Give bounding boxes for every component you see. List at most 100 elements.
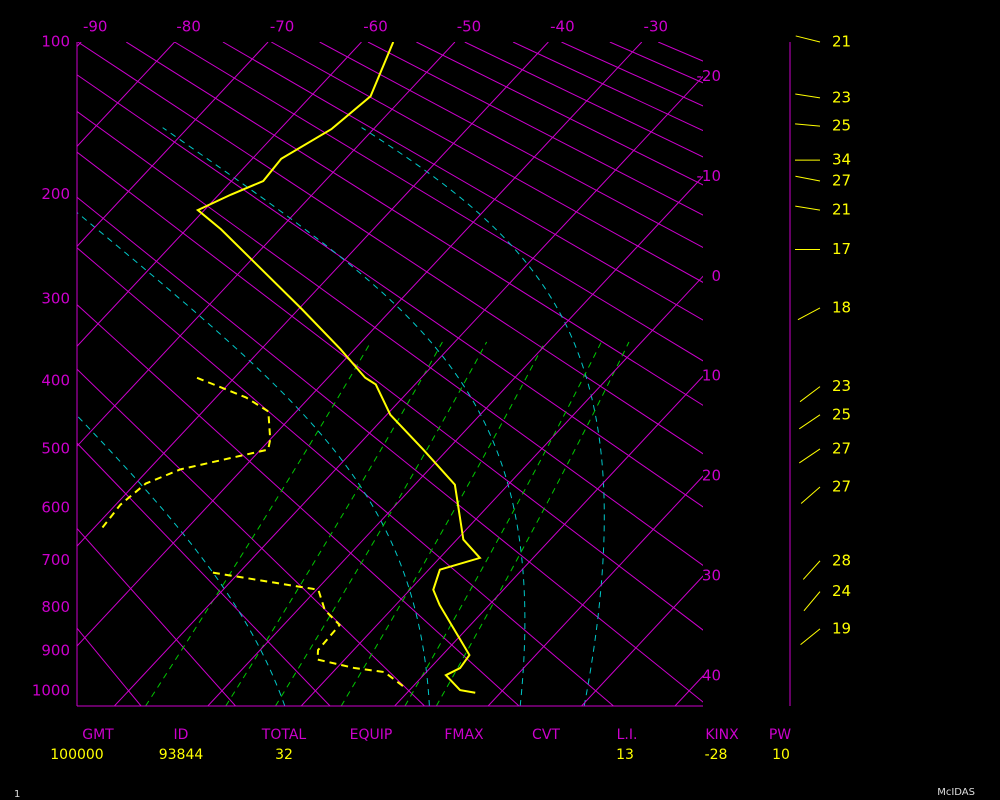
source-label: McIDAS	[937, 787, 975, 798]
index-value: 32	[275, 747, 293, 763]
index-label: TOTAL	[261, 727, 307, 743]
x-tick-label: -50	[457, 18, 482, 36]
mixing-ratio-line	[404, 341, 602, 706]
wind-speed-label: 34	[832, 151, 851, 169]
wind-barb	[800, 628, 821, 645]
wind-barb	[798, 448, 821, 464]
index-label: PW	[769, 727, 791, 743]
wind-speed-label: 21	[832, 33, 851, 51]
x-tick-label-right: 40	[702, 667, 721, 685]
x-tick-label-right: -10	[697, 167, 722, 185]
overlay: -90 -80 -70 -60 -50 -40 -30 -20 -10 0 10 20 30 40 100 2…	[32, 18, 851, 764]
y-tick-label: 100	[41, 33, 70, 51]
wind-barb	[795, 205, 821, 211]
wind-barb	[795, 175, 821, 182]
dry-adiabat	[77, 42, 703, 455]
wind-barb	[795, 93, 821, 99]
dry-adiabat	[416, 42, 703, 186]
dry-adiabat	[222, 42, 703, 321]
dewpoint-line	[100, 376, 406, 689]
index-label: GMT	[82, 727, 114, 743]
index-value: 93844	[159, 747, 204, 763]
wind-speed-label: 23	[832, 88, 851, 106]
wind-barb	[795, 35, 821, 43]
dry-adiabat	[77, 368, 425, 706]
index-label: FMAX	[444, 727, 484, 743]
plot-area	[77, 42, 703, 706]
wind-barb	[798, 414, 821, 430]
isotherm	[581, 575, 703, 706]
x-tick-label: -90	[83, 18, 108, 36]
dry-adiabat	[271, 42, 703, 283]
wind-speed-label: 25	[832, 405, 851, 423]
isotherm	[77, 42, 362, 347]
wind-speed-label: 17	[832, 240, 851, 258]
x-tick-label: -60	[363, 18, 388, 36]
dry-adiabat	[77, 110, 703, 566]
y-tick-label: 500	[41, 439, 70, 457]
y-tick-label: 800	[41, 598, 70, 616]
wind-barb	[797, 307, 821, 321]
x-tick-label: -30	[644, 18, 669, 36]
wind-speed-label: 23	[832, 377, 851, 395]
wind-speed-label: 27	[832, 439, 851, 457]
dry-adiabat	[77, 247, 614, 706]
x-tick-label-right: 30	[702, 567, 721, 585]
wind-barb	[800, 486, 821, 504]
index-value: 10	[772, 747, 790, 763]
dry-adiabat	[77, 442, 331, 706]
wind-speed-label: 24	[832, 582, 851, 600]
wind-barb	[795, 123, 821, 127]
dry-adiabat	[319, 42, 703, 249]
dry-adiabat	[174, 42, 703, 362]
moist-adiabat	[162, 127, 526, 706]
mixing-ratio-line	[145, 341, 372, 706]
x-tick-label: -70	[270, 18, 295, 36]
index-label: EQUIP	[350, 727, 393, 743]
wind-barb	[802, 560, 821, 580]
isotherm	[77, 42, 643, 647]
index-value: 100000	[50, 747, 103, 763]
wind-barb	[799, 386, 821, 403]
dry-adiabat	[77, 151, 703, 631]
isotherm	[487, 475, 703, 706]
isotherm	[207, 175, 703, 706]
y-tick-label: 600	[41, 499, 70, 517]
y-tick-label: 200	[41, 185, 70, 203]
moist-adiabat	[77, 211, 430, 706]
isotherm	[300, 275, 703, 706]
wind-speed-label: 18	[832, 298, 851, 316]
x-tick-label: -40	[550, 18, 575, 36]
y-tick-label: 300	[41, 290, 70, 308]
index-label: L.I.	[617, 727, 638, 743]
wind-speed-label: 25	[832, 117, 851, 135]
dry-adiabat	[464, 42, 703, 158]
x-tick-label-right: 10	[702, 367, 721, 385]
wind-speed-label: 19	[832, 619, 851, 637]
index-value: 13	[616, 747, 634, 763]
isotherm	[394, 375, 703, 706]
dry-adiabat	[367, 42, 703, 216]
y-tick-label: 900	[41, 641, 70, 659]
wind-speed-label: 28	[832, 551, 851, 569]
dry-adiabat	[125, 42, 703, 406]
mixing-ratio-line	[275, 341, 488, 706]
wind-barb	[803, 591, 821, 612]
isotherm	[77, 42, 456, 447]
moist-adiabat	[361, 127, 605, 706]
index-label: CVT	[532, 727, 560, 743]
x-tick-label: -80	[176, 18, 201, 36]
isotherm	[77, 42, 269, 248]
page-number: 1	[14, 789, 20, 800]
wind-speed-label: 27	[832, 478, 851, 496]
index-label: KINX	[705, 727, 739, 743]
dry-adiabat	[77, 196, 703, 703]
wind-speed-label: 27	[832, 172, 851, 190]
index-label: ID	[174, 727, 189, 743]
mixing-ratio-line	[340, 341, 546, 706]
mixing-ratio-line	[435, 341, 630, 706]
y-tick-label: 400	[41, 371, 70, 389]
y-tick-label: 700	[41, 551, 70, 569]
